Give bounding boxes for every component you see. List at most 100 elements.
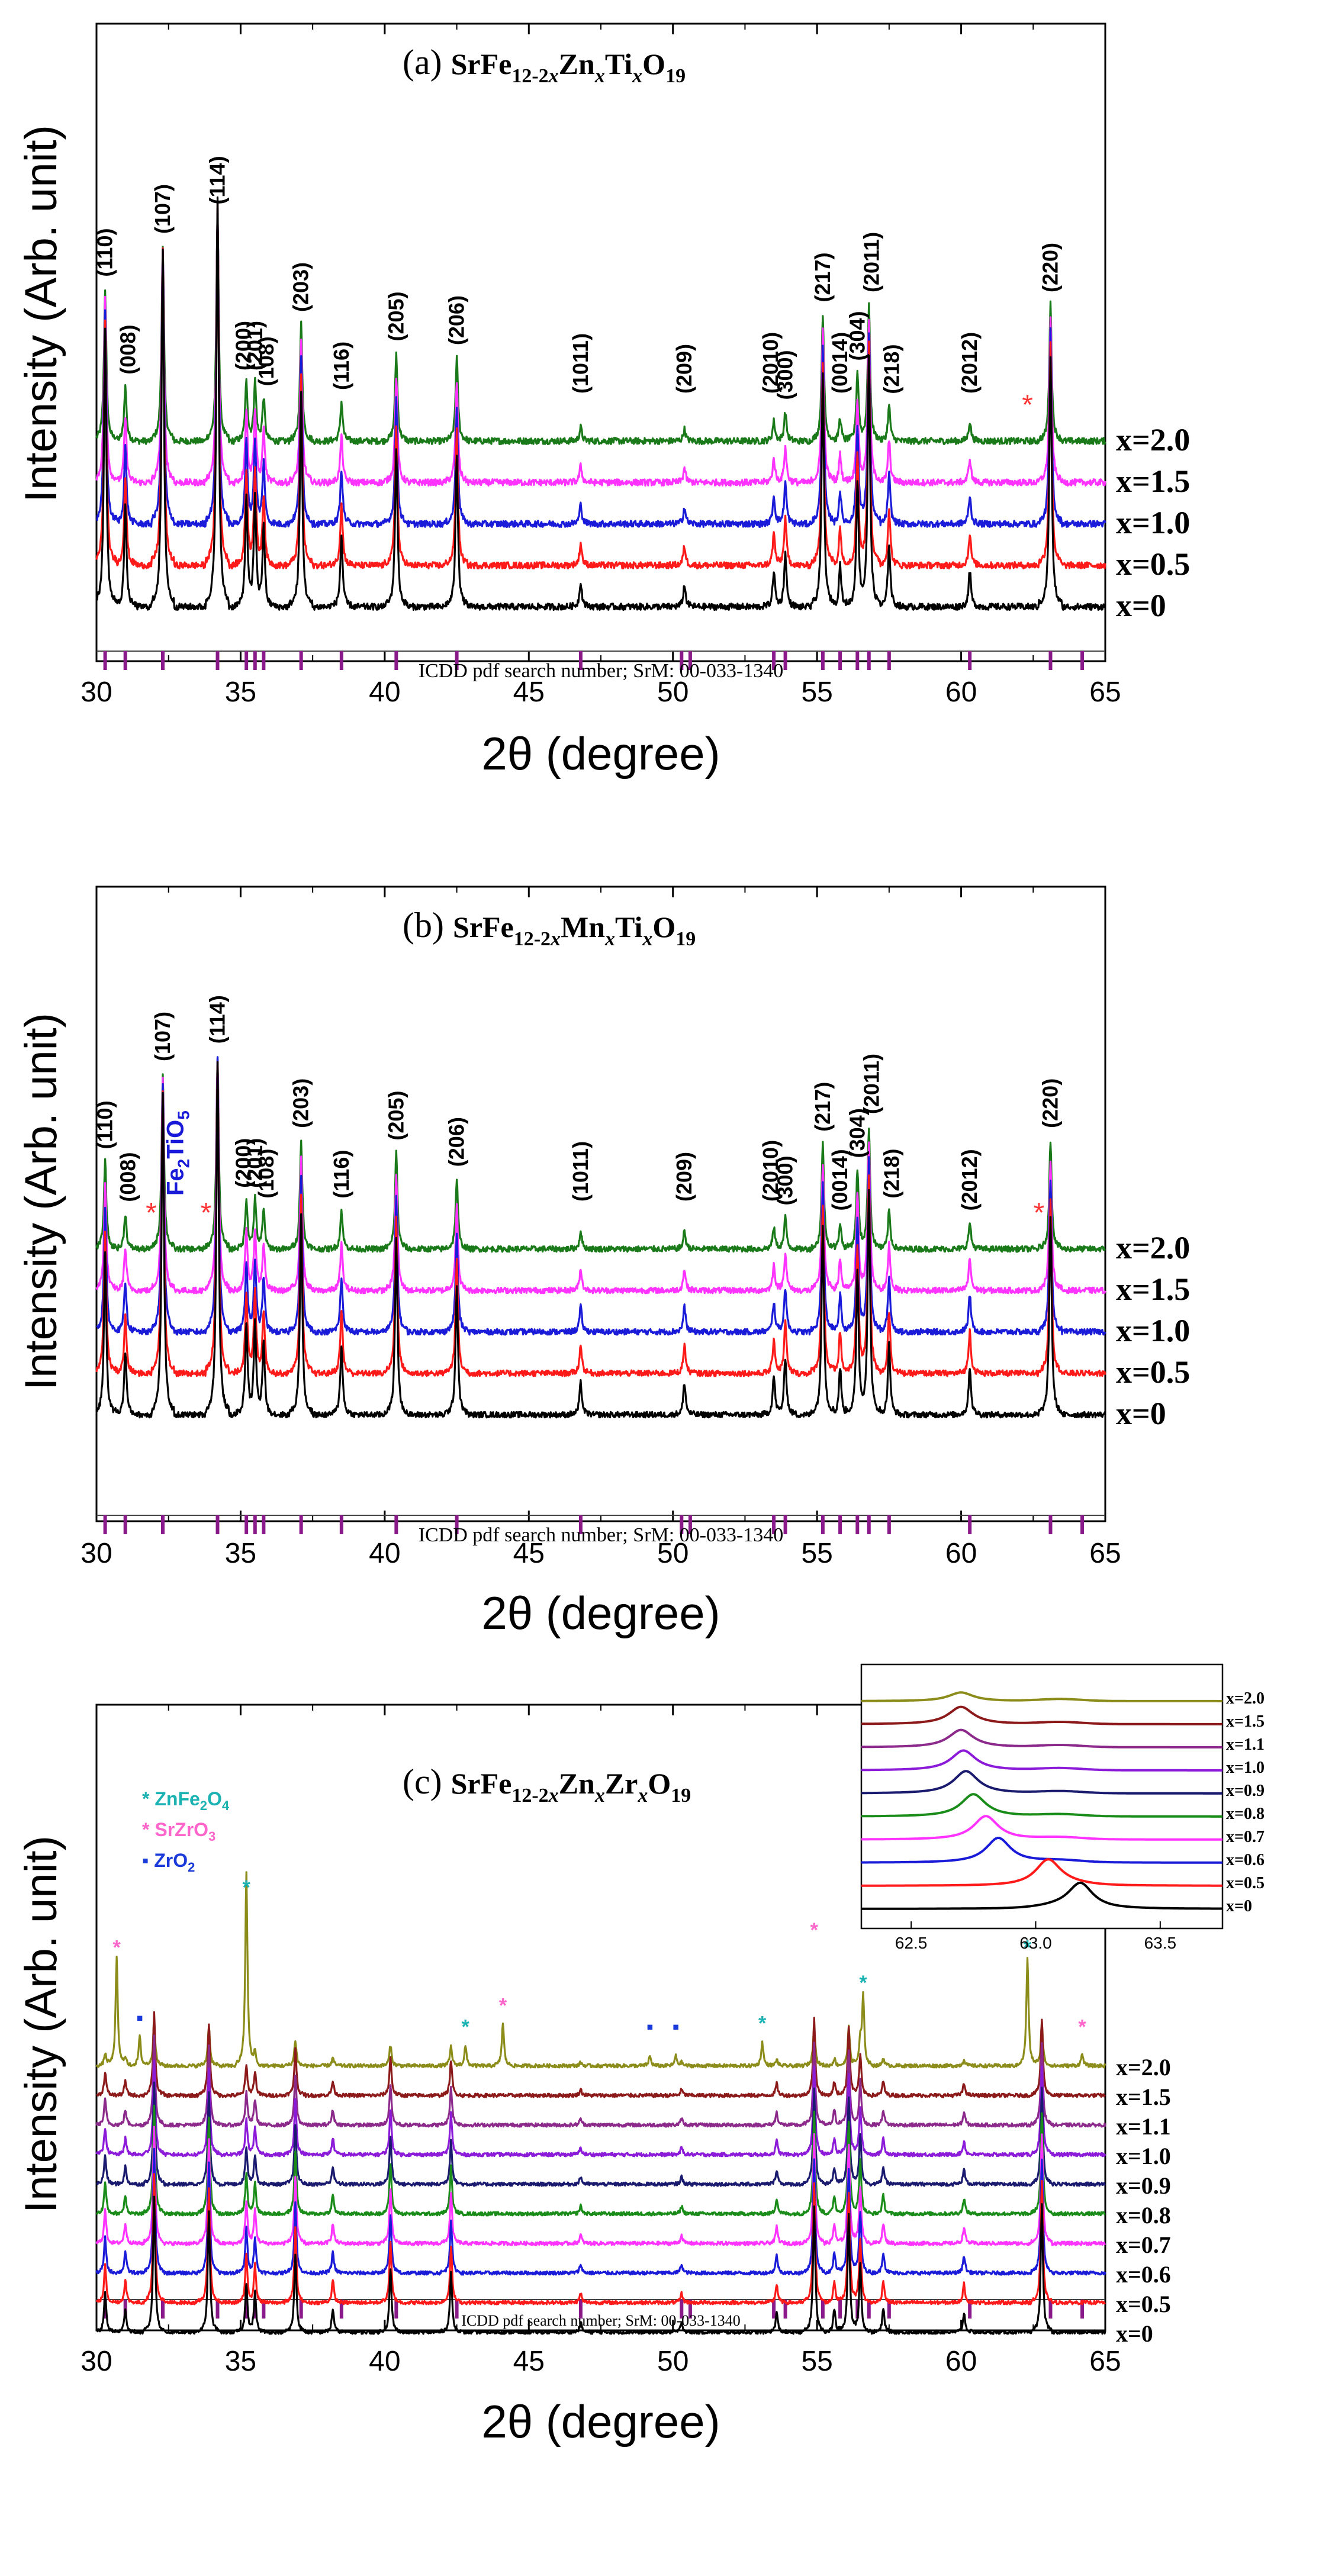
hkl-label: (201) <box>243 1138 267 1188</box>
chart-title: (c) SrFe12-2xZnxZrxO19 <box>403 1762 691 1807</box>
hkl-label: (1011) <box>568 1141 593 1202</box>
hkl-label: (110) <box>93 228 117 277</box>
x-tick-label: 65 <box>1089 2346 1121 2377</box>
phase-mark: ▪ <box>136 2007 143 2029</box>
x-tick-label: 35 <box>225 677 256 708</box>
x-tick-label: 35 <box>225 1538 256 1569</box>
x-tick-label: 60 <box>945 2346 977 2377</box>
series-trace <box>95 1057 1106 1253</box>
hkl-label: (304) <box>845 1108 869 1158</box>
hkl-label: (201) <box>243 321 267 371</box>
hkl-label: (203) <box>289 262 313 312</box>
x-tick-label: 30 <box>81 1538 112 1569</box>
hkl-label: (107) <box>150 184 175 234</box>
x-tick-label: 60 <box>945 1538 977 1569</box>
series-label: x=0.5 <box>1116 2291 1171 2317</box>
inset-trace <box>861 1691 1222 1702</box>
series-trace <box>95 1061 1106 1419</box>
x-tick-label: 50 <box>657 677 688 708</box>
hkl-label: (209) <box>672 1152 696 1202</box>
series-trace <box>95 2173 1106 2305</box>
x-tick-label: 50 <box>657 1538 688 1569</box>
series-trace <box>96 1056 1106 1336</box>
phase-mark: * <box>462 2015 470 2038</box>
inset-series-label: x=0.5 <box>1226 1874 1265 1892</box>
x-tick-label: 30 <box>81 2346 112 2377</box>
x-tick-label: 55 <box>801 2346 832 2377</box>
x-tick-label: 55 <box>801 677 832 708</box>
hkl-label: (108) <box>254 336 278 386</box>
inset-series-label: x=1.0 <box>1226 1759 1265 1777</box>
hkl-label: (2010) <box>758 1140 783 1202</box>
phase-mark: * <box>243 1876 251 1899</box>
impurity-star: * <box>146 1197 157 1229</box>
hkl-label: (206) <box>445 1117 469 1167</box>
panel-a: 30 35 40 45 50 55 60 65 2θ (degree) Intensity (Ar… <box>16 22 1190 780</box>
phase-mark: ▪ <box>646 2015 654 2038</box>
inset-trace <box>861 1858 1222 1887</box>
inset-trace <box>861 1705 1222 1725</box>
series-trace <box>96 2011 1106 2098</box>
series-trace <box>95 1061 1106 1377</box>
series-label: x=1.5 <box>1116 2084 1171 2110</box>
inset-tick-label: 62.5 <box>895 1934 928 1952</box>
inset-series-label: x=0.6 <box>1226 1851 1265 1869</box>
x-tick-label: 30 <box>81 677 112 708</box>
reference-label: ICDD pdf search number; SrM: 00-033-1340 <box>461 2312 741 2329</box>
phase-label-fe2tio5: Fe2TiO5 <box>162 1110 192 1196</box>
hkl-label: (114) <box>205 995 229 1044</box>
hkl-label: (008) <box>116 1152 140 1202</box>
series-trace <box>95 2195 1106 2335</box>
series-label: x=0.6 <box>1116 2261 1171 2288</box>
x-tick-label: 45 <box>513 2346 545 2377</box>
panel-b: 30 35 40 45 50 55 60 65 2θ (degree) Intensity (Ar… <box>16 886 1190 1639</box>
x-axis-label: 2θ (degree) <box>481 727 720 780</box>
inset-series-label: x=2.0 <box>1226 1689 1265 1708</box>
series-trace <box>95 2126 1106 2246</box>
series-trace <box>95 208 1106 487</box>
y-axis-label: Intensity (Arb. unit) <box>16 1013 66 1390</box>
series-label: x=2.0 <box>1116 1230 1190 1266</box>
hkl-label: (300) <box>773 1155 797 1205</box>
series-label: x=0 <box>1116 2320 1153 2347</box>
series-label: x=0.7 <box>1116 2232 1171 2258</box>
hkl-label: (107) <box>150 1012 175 1061</box>
hkl-label: (2011) <box>860 1054 884 1114</box>
hkl-label: (1011) <box>568 333 593 394</box>
hkl-label: (2012) <box>957 332 982 394</box>
inset-series-label: x=1.5 <box>1226 1712 1265 1731</box>
series-trace <box>95 2104 1106 2217</box>
x-tick-label: 40 <box>369 1538 400 1569</box>
series-trace <box>95 1058 1106 1295</box>
reference-label: ICDD pdf search number; SrM: 00-033-1340 <box>419 660 784 682</box>
series-label: x=2.0 <box>1116 422 1190 458</box>
series-trace <box>95 1871 1106 2069</box>
hkl-label: (217) <box>810 1082 835 1132</box>
impurity-star: * <box>201 1197 212 1229</box>
legend-entry: * SrZrO3 <box>142 1819 215 1844</box>
hkl-label: (217) <box>810 252 835 302</box>
hkl-label: (203) <box>289 1078 313 1128</box>
inset-tick-label: 63.5 <box>1144 1934 1177 1952</box>
series-label: x=1.1 <box>1116 2113 1171 2140</box>
hkl-label: (108) <box>254 1149 278 1199</box>
phase-mark: ▪ <box>673 2015 680 2038</box>
x-tick-label: 65 <box>1089 677 1121 708</box>
x-tick-label: 40 <box>369 2346 400 2377</box>
hkl-label: (220) <box>1038 243 1062 292</box>
legend-entry: * ZnFe2O4 <box>142 1788 230 1813</box>
series-label: x=0.9 <box>1116 2172 1171 2199</box>
x-tick-label: 40 <box>369 677 400 708</box>
inset-tick-label: 63.0 <box>1019 1934 1052 1952</box>
y-axis-label: Intensity (Arb. unit) <box>16 1836 66 2213</box>
hkl-label: (209) <box>672 344 696 394</box>
series-trace <box>95 196 1106 611</box>
series-trace <box>95 2059 1106 2158</box>
impurity-star: * <box>1034 1197 1045 1229</box>
inset-series-label: x=0 <box>1226 1897 1252 1915</box>
hkl-label: (200) <box>231 321 255 371</box>
phase-mark: * <box>758 2012 767 2034</box>
hkl-label: (218) <box>880 344 904 394</box>
phase-mark: * <box>810 1919 819 1941</box>
phase-mark: * <box>499 1995 507 2017</box>
